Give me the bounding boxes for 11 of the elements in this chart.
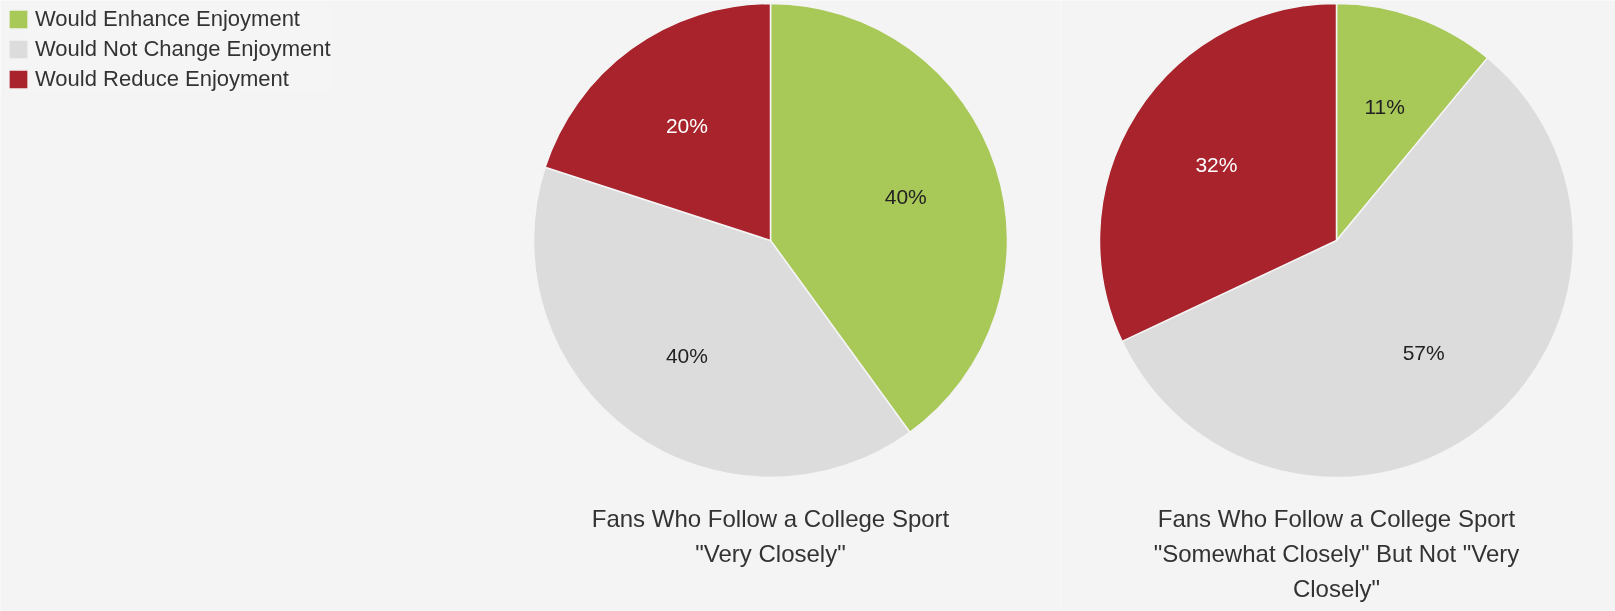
data-label: 20% <box>665 113 708 137</box>
data-label: 11% <box>1364 95 1405 119</box>
legend-label: Would Not Change Enjoyment <box>35 36 331 62</box>
data-label: 40% <box>665 344 708 368</box>
data-label: 57% <box>1402 341 1445 365</box>
text: Fans Who Follow a College Sport "Very Closely" <box>591 505 950 567</box>
data-label: 32% <box>1195 152 1238 176</box>
legend-label: Would Reduce Enjoyment <box>35 66 289 92</box>
legend-label: Would Enhance Enjoyment <box>35 6 300 32</box>
data-label: 40% <box>884 185 927 209</box>
text: Fans Who Follow a College Sport "Somewhat Closely" But Not "Very Closely" <box>1153 505 1520 602</box>
